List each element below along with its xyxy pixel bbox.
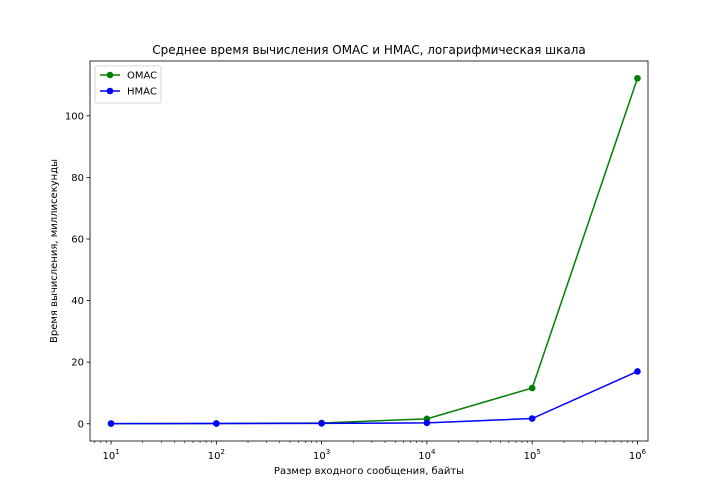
data-point-hmac (318, 420, 325, 427)
plot-area (89, 60, 649, 442)
chart-title: Среднее время вычисления OMAC и HMAC, ло… (152, 43, 586, 57)
y-tick-label: 80 (71, 173, 84, 184)
legend-marker (106, 71, 114, 79)
series-line-hmac (111, 370, 638, 425)
y-tick-label: 60 (71, 234, 84, 245)
legend-marker (106, 87, 114, 95)
legend: OMAC HMAC (94, 65, 162, 104)
y-tick-label: 20 (71, 358, 84, 369)
x-tick-label: 106 (629, 448, 647, 462)
y-axis-label: Время вычисления, миллисекунды (49, 159, 60, 343)
x-axis: 101 102 103 104 105 106 (94, 441, 647, 462)
x-axis-label: Размер входного сообщения, байты (274, 466, 464, 477)
data-point-hmac (634, 368, 641, 375)
legend-label: HMAC (127, 87, 157, 98)
data-point-hmac (213, 420, 220, 427)
x-tick-label: 103 (313, 448, 330, 462)
y-tick-label: 0 (78, 419, 84, 430)
x-tick-label: 101 (102, 448, 119, 462)
data-point-hmac (107, 420, 115, 427)
data-point-hmac (528, 415, 536, 422)
y-tick-label: 40 (71, 296, 84, 307)
data-point-omac (528, 384, 536, 392)
y-axis: 0 20 40 60 80 100 (65, 111, 90, 430)
x-tick-label: 104 (418, 448, 436, 462)
series-line-omac (111, 77, 639, 425)
y-tick-label: 100 (65, 111, 84, 122)
legend-label: OMAC (127, 71, 157, 82)
legend-item: OMAC (100, 71, 157, 82)
legend-item: HMAC (100, 87, 157, 98)
series-omac (107, 74, 641, 427)
x-tick-label: 105 (524, 448, 541, 462)
data-point-omac (634, 74, 641, 82)
data-point-hmac (423, 419, 431, 427)
series-hmac (107, 368, 641, 427)
x-tick-label: 102 (208, 448, 225, 462)
series-layer (107, 74, 641, 427)
